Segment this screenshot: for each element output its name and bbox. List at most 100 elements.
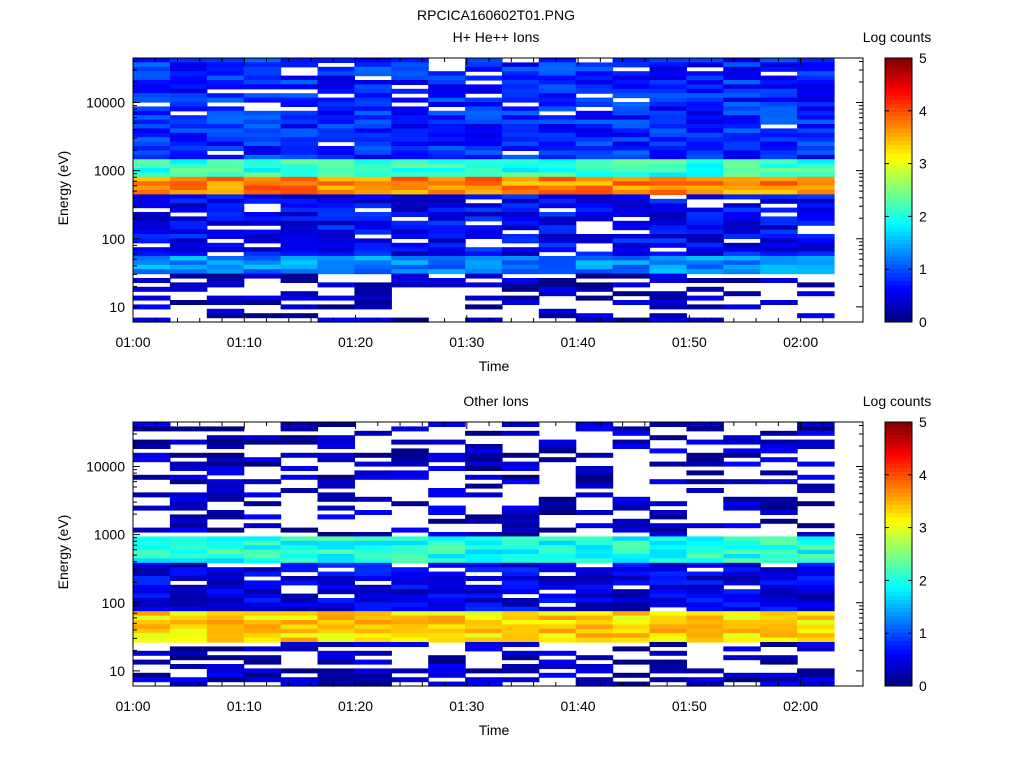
x-tick-label: 01:40 <box>561 334 596 350</box>
spectrogram-cell <box>243 620 282 625</box>
spectrogram-cell <box>391 260 429 266</box>
spectrogram-cell <box>354 71 392 77</box>
colorbar-step <box>885 665 912 671</box>
spectrogram-cell <box>575 273 614 279</box>
spectrogram-cell <box>465 602 503 608</box>
spectrogram-cell <box>133 672 171 678</box>
spectrogram-cell <box>280 181 319 187</box>
spectrogram-cell <box>501 203 540 209</box>
spectrogram-cell <box>538 137 577 143</box>
spectrogram-cell <box>169 132 208 138</box>
spectrogram-cell <box>612 505 651 511</box>
spectrogram-cell <box>501 584 540 590</box>
spectrogram-cell <box>133 238 171 244</box>
spectrogram-cell <box>428 154 466 160</box>
spectrogram-cell <box>169 207 208 213</box>
spectrogram-cell <box>206 242 245 248</box>
spectrogram-cell <box>428 558 466 564</box>
spectrogram-cell <box>133 444 171 449</box>
spectrogram-cell <box>612 124 651 129</box>
colorbar-tick-label: 5 <box>919 414 927 430</box>
spectrogram-cell <box>612 247 651 253</box>
colorbar-step <box>885 479 912 485</box>
spectrogram-cell <box>649 110 687 116</box>
spectrogram-cell <box>317 435 355 441</box>
spectrogram-cell <box>686 80 724 85</box>
spectrogram-cell <box>649 659 687 665</box>
spectrogram-cell <box>760 611 798 617</box>
spectrogram-cell <box>797 106 835 112</box>
spectrogram-cell <box>133 304 171 310</box>
spectrogram-cell <box>169 523 208 529</box>
spectrogram-cell <box>797 181 835 187</box>
spectrogram-cell <box>428 637 466 643</box>
colorbar-step <box>885 545 912 551</box>
spectrogram-cell <box>243 646 282 652</box>
spectrogram-cell <box>723 646 761 652</box>
spectrogram-cell <box>206 216 245 222</box>
spectrogram-cell <box>649 448 687 454</box>
spectrogram-cell <box>465 62 503 68</box>
spectrogram-cell <box>723 62 761 68</box>
spectrogram-cell <box>354 242 392 248</box>
spectrogram-cell <box>723 545 761 551</box>
spectrogram-cell <box>723 479 761 485</box>
spectrogram-cell <box>206 646 245 652</box>
spectrogram-cell <box>206 672 245 678</box>
spectrogram-cell <box>206 580 245 586</box>
spectrogram-cell <box>686 668 724 674</box>
spectrogram-cell <box>575 168 614 173</box>
spectrogram-cell <box>133 185 171 191</box>
spectrogram-cell <box>133 264 171 270</box>
spectrogram-cell <box>206 62 245 68</box>
spectrogram-cell <box>575 611 614 617</box>
colorbar-step <box>885 260 912 265</box>
colorbar-step <box>885 504 912 510</box>
spectrogram-cell <box>354 190 392 195</box>
spectrogram-cell <box>686 295 724 301</box>
spectrogram-cell <box>760 247 798 253</box>
spectrogram-cell <box>649 256 687 261</box>
spectrogram-cell <box>391 576 429 581</box>
spectrogram-cell <box>612 119 651 125</box>
spectrogram-cell <box>760 93 798 99</box>
spectrogram-cell <box>538 234 577 239</box>
spectrogram-cell <box>538 58 577 63</box>
spectrogram-cell <box>723 212 761 217</box>
spectrogram-cell <box>760 571 798 577</box>
spectrogram-cell <box>428 256 466 261</box>
spectrogram-cell <box>280 642 319 647</box>
spectrogram-cell <box>169 124 208 129</box>
spectrogram-cell <box>760 84 798 90</box>
spectrogram-cell <box>354 132 392 138</box>
colorbar-step <box>885 301 912 307</box>
spectrogram-cell <box>354 286 392 292</box>
spectrogram-cell <box>723 172 761 178</box>
spectrogram-cell <box>317 154 355 160</box>
spectrogram-cell <box>465 106 503 112</box>
spectrogram-cell <box>501 185 540 191</box>
spectrogram-cell <box>649 88 687 94</box>
spectrogram-cell <box>538 146 577 151</box>
spectrogram-cell <box>538 102 577 107</box>
spectrogram-cell <box>723 119 761 125</box>
spectrogram-cell <box>243 549 282 555</box>
spectrogram-cell <box>391 540 429 546</box>
spectrogram-cell <box>575 198 614 204</box>
spectrogram-cell <box>317 628 355 634</box>
spectrogram-cell <box>428 198 466 204</box>
colorbar-step <box>885 434 912 440</box>
spectrogram-cell <box>206 198 245 204</box>
spectrogram-cell <box>465 137 503 143</box>
spectrogram-cell <box>575 119 614 125</box>
spectrogram-cell <box>354 642 392 647</box>
spectrogram-cell <box>797 313 835 319</box>
spectrogram-cell <box>760 496 798 502</box>
spectrogram-cell <box>612 185 651 191</box>
spectrogram-cell <box>428 75 466 81</box>
spectrogram-cell <box>206 172 245 178</box>
spectrogram-cell <box>797 256 835 261</box>
spectrogram-cell <box>575 203 614 209</box>
spectrogram-cell <box>465 558 503 564</box>
colorbar-step <box>885 661 912 666</box>
